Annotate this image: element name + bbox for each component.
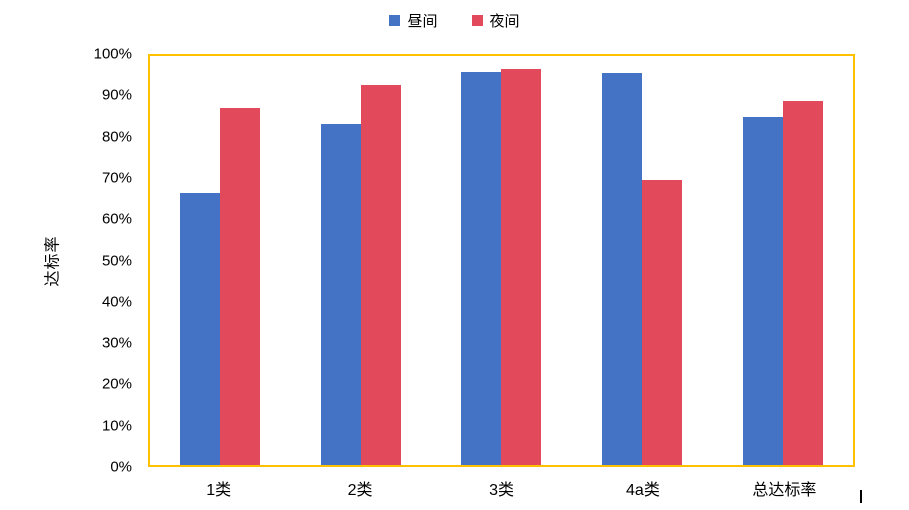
y-axis-title: 达标率 bbox=[44, 234, 62, 287]
bar-night-总达标率 bbox=[782, 101, 823, 465]
bar-group-5 bbox=[712, 56, 853, 465]
legend-label-night: 夜间 bbox=[489, 13, 520, 30]
y-tick-label-40pct: 40% bbox=[101, 293, 132, 311]
legend-item-night: 夜间 bbox=[471, 10, 520, 31]
bar-group-1 bbox=[150, 56, 291, 465]
x-axis-label-5: 总达标率 bbox=[752, 482, 817, 499]
legend-label-daytime: 昼间 bbox=[407, 13, 438, 30]
y-tick-label-60pct: 60% bbox=[101, 210, 132, 228]
legend-item-daytime: 昼间 bbox=[389, 10, 438, 31]
y-axis-ticks: 0% 10% 20% 30% 40% 50% 60% 70% 80% 90% 100% bbox=[60, 46, 140, 476]
bar-night-3类 bbox=[501, 69, 542, 465]
x-axis-labels: 1类 2类 3类 4a类 总达标率 bbox=[148, 476, 855, 500]
bar-daytime-总达标率 bbox=[742, 116, 783, 465]
x-axis-label-1: 1类 bbox=[206, 482, 232, 499]
y-axis-title-wrap: 达标率 bbox=[38, 54, 62, 467]
y-tick-label-20pct: 20% bbox=[101, 375, 132, 393]
bar-group-2 bbox=[291, 56, 432, 465]
x-axis-label-3: 3类 bbox=[489, 482, 514, 499]
bar-daytime-1类 bbox=[180, 193, 221, 465]
y-tick-label-100pct: 100% bbox=[93, 45, 132, 63]
chart-legend: 昼间 夜间 bbox=[0, 10, 909, 31]
plot-area bbox=[148, 54, 855, 467]
bar-night-2类 bbox=[360, 84, 401, 465]
y-tick-label-10pct: 10% bbox=[101, 417, 132, 435]
y-tick-label-30pct: 30% bbox=[101, 334, 132, 352]
y-tick-label-80pct: 80% bbox=[101, 128, 132, 146]
bar-daytime-2类 bbox=[320, 123, 361, 465]
bar-night-1类 bbox=[220, 107, 261, 465]
y-tick-label-90pct: 90% bbox=[101, 86, 132, 104]
legend-swatch-night-icon bbox=[471, 15, 483, 26]
legend-swatch-daytime-icon bbox=[389, 15, 401, 26]
x-axis-label-4: 4a类 bbox=[626, 482, 660, 499]
y-tick-label-70pct: 70% bbox=[101, 169, 132, 187]
text-cursor-artifact bbox=[860, 490, 862, 503]
x-axis-label-2: 2类 bbox=[347, 482, 373, 499]
bar-group-3 bbox=[431, 56, 572, 465]
bar-night-4a类 bbox=[642, 179, 683, 465]
y-tick-label-0pct: 0% bbox=[110, 458, 132, 476]
bar-daytime-4a类 bbox=[602, 72, 643, 465]
bar-daytime-3类 bbox=[461, 71, 502, 465]
y-tick-label-50pct: 50% bbox=[101, 252, 132, 269]
bar-group-4 bbox=[572, 56, 713, 465]
